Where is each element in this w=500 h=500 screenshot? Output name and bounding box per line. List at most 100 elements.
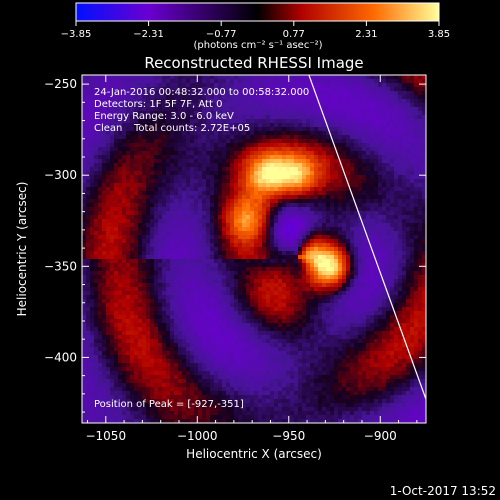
image-pixel <box>222 151 227 156</box>
image-pixel <box>318 219 323 224</box>
image-pixel <box>158 119 163 124</box>
image-pixel <box>274 243 279 248</box>
image-pixel <box>230 119 235 124</box>
image-pixel <box>142 163 147 168</box>
image-pixel <box>154 203 159 208</box>
image-pixel <box>158 143 163 148</box>
image-pixel <box>414 199 419 204</box>
image-pixel <box>230 123 235 128</box>
image-pixel <box>222 135 227 140</box>
image-pixel <box>350 87 355 92</box>
image-pixel <box>154 295 159 300</box>
image-pixel <box>418 215 423 220</box>
image-pixel <box>346 155 351 160</box>
image-pixel <box>198 255 203 260</box>
image-pixel <box>334 115 339 120</box>
image-pixel <box>398 203 403 208</box>
image-pixel <box>358 111 363 116</box>
image-pixel <box>182 231 187 236</box>
image-pixel <box>82 239 87 244</box>
image-pixel <box>170 75 175 80</box>
image-pixel <box>370 75 375 80</box>
image-pixel <box>250 283 255 288</box>
image-pixel <box>386 287 391 292</box>
image-pixel <box>170 103 175 108</box>
colorbar-ticks: −3.85 −2.31 −0.77 0.77 2.31 3.85 <box>61 21 450 40</box>
image-pixel <box>378 131 383 136</box>
image-pixel <box>94 287 99 292</box>
image-pixel <box>346 79 351 84</box>
image-pixel <box>158 183 163 188</box>
image-pixel <box>170 299 175 304</box>
image-pixel <box>90 123 95 128</box>
image-pixel <box>318 87 323 92</box>
image-pixel <box>362 183 367 188</box>
image-pixel <box>370 159 375 164</box>
image-pixel <box>314 283 319 288</box>
image-pixel <box>382 99 387 104</box>
image-pixel <box>334 211 339 216</box>
image-pixel <box>126 131 131 136</box>
image-pixel <box>226 219 231 224</box>
image-pixel <box>178 303 183 308</box>
image-pixel <box>218 239 223 244</box>
image-pixel <box>182 127 187 132</box>
image-pixel <box>142 251 147 256</box>
image-pixel <box>378 231 383 236</box>
image-pixel <box>210 167 215 172</box>
image-pixel <box>186 191 191 196</box>
image-pixel <box>282 75 287 80</box>
image-pixel <box>310 295 315 300</box>
image-pixel <box>178 171 183 176</box>
image-pixel <box>154 87 159 92</box>
image-pixel <box>234 255 239 260</box>
image-pixel <box>418 279 423 284</box>
image-pixel <box>162 103 167 108</box>
image-pixel <box>346 263 351 268</box>
image-pixel <box>274 183 279 188</box>
image-pixel <box>122 83 127 88</box>
image-pixel <box>106 247 111 252</box>
image-pixel <box>298 303 303 308</box>
image-pixel <box>422 179 426 184</box>
image-pixel <box>118 239 123 244</box>
image-pixel <box>190 103 195 108</box>
image-pixel <box>110 223 115 228</box>
image-pixel <box>354 147 359 152</box>
image-pixel <box>94 211 99 216</box>
image-pixel <box>198 235 203 240</box>
image-pixel <box>278 95 283 100</box>
image-pixel <box>122 215 127 220</box>
image-pixel <box>318 91 323 96</box>
image-pixel <box>226 187 231 192</box>
image-pixel <box>338 111 343 116</box>
image-pixel <box>350 243 355 248</box>
image-pixel <box>182 175 187 180</box>
image-pixel <box>198 299 203 304</box>
image-pixel <box>374 295 379 300</box>
image-pixel <box>314 107 319 112</box>
image-pixel <box>150 171 155 176</box>
image-pixel <box>390 207 395 212</box>
image-pixel <box>330 215 335 220</box>
image-pixel <box>262 203 267 208</box>
image-pixel <box>122 175 127 180</box>
image-pixel <box>374 95 379 100</box>
image-pixel <box>338 219 343 224</box>
image-pixel <box>354 271 359 276</box>
image-pixel <box>402 111 407 116</box>
image-pixel <box>170 259 175 264</box>
image-pixel <box>354 275 359 280</box>
image-pixel <box>294 179 299 184</box>
image-pixel <box>170 143 175 148</box>
image-pixel <box>374 267 379 272</box>
image-pixel <box>306 123 311 128</box>
image-pixel <box>90 267 95 272</box>
image-pixel <box>218 151 223 156</box>
image-pixel <box>210 103 215 108</box>
image-pixel <box>214 243 219 248</box>
image-pixel <box>242 123 247 128</box>
image-pixel <box>206 199 211 204</box>
image-pixel <box>170 275 175 280</box>
image-pixel <box>390 259 395 264</box>
